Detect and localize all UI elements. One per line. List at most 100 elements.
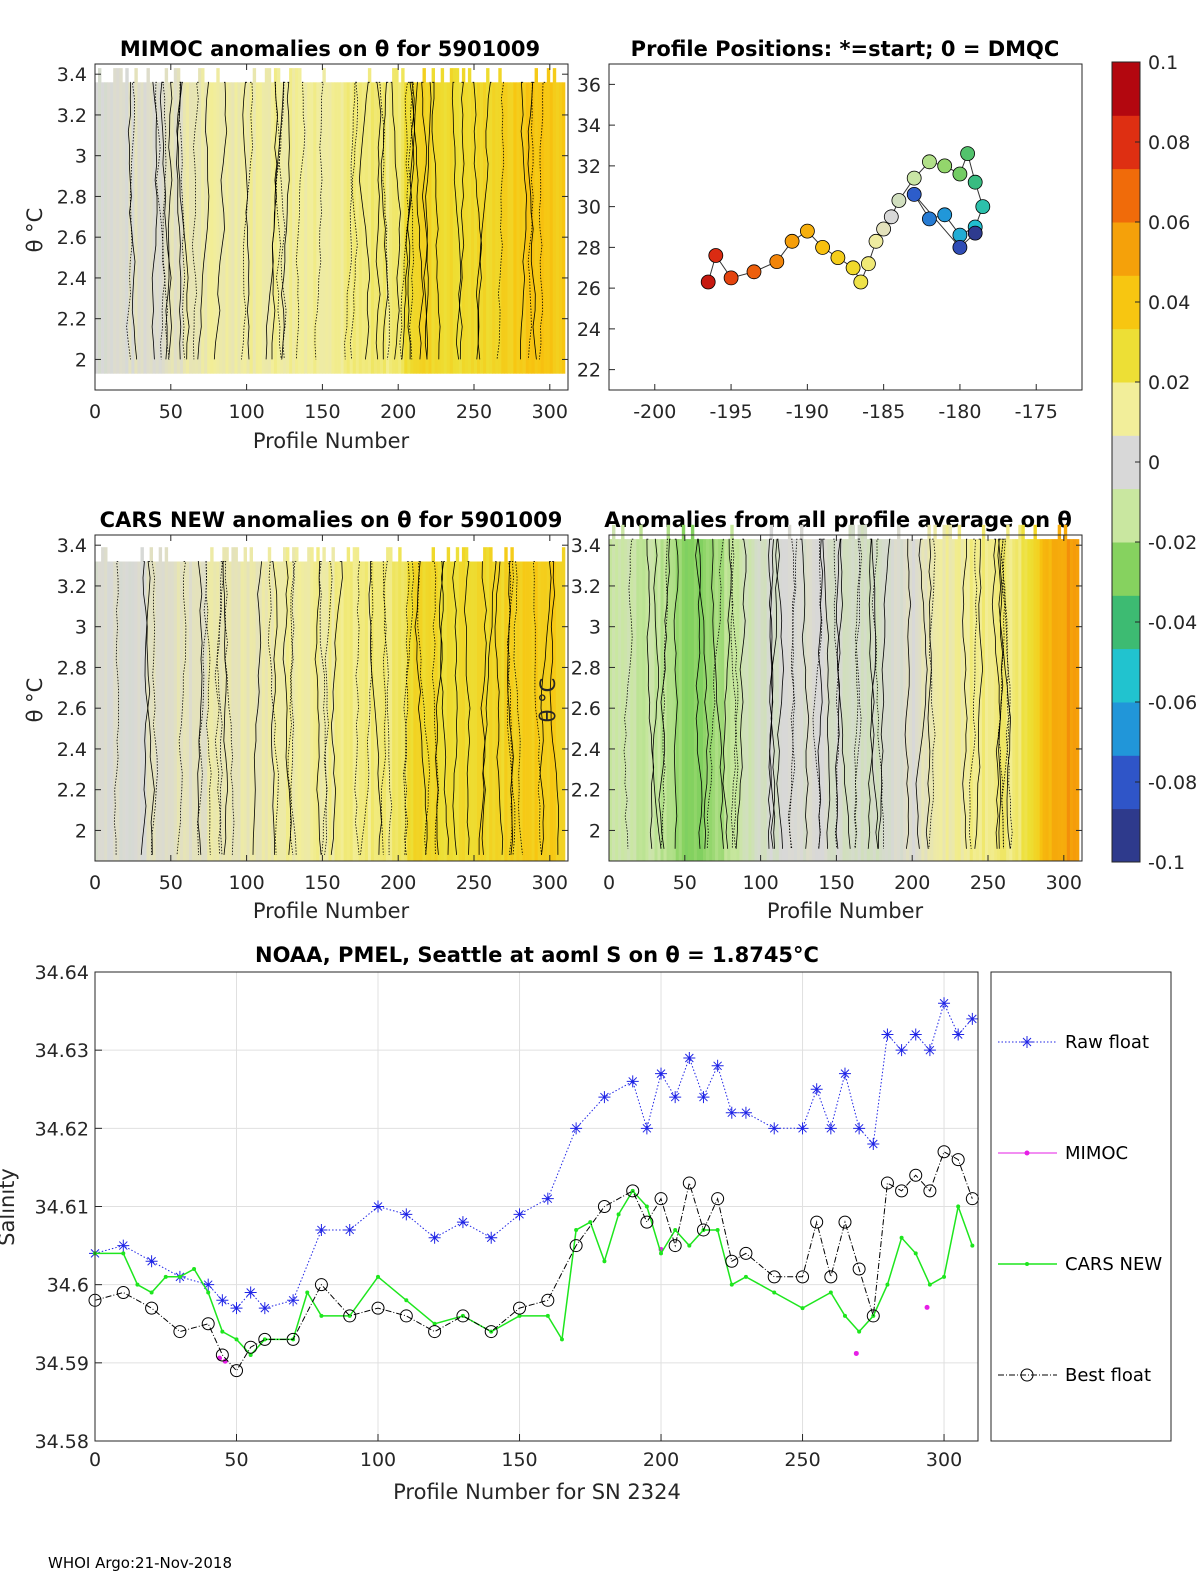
heatmap-cell <box>863 524 868 861</box>
heatmap-cell <box>283 547 287 861</box>
heatmap-cell <box>546 68 551 374</box>
cars-new-point <box>673 1227 678 1232</box>
contour-line <box>140 561 151 855</box>
colorbar-segment <box>1112 488 1140 543</box>
heatmap-cell <box>942 524 946 861</box>
heatmap-cell <box>612 524 616 861</box>
heatmap-cell <box>615 539 619 861</box>
heatmap-cell <box>486 68 490 374</box>
heatmap-cell <box>361 561 366 861</box>
contour-line <box>358 81 371 360</box>
heatmap-cell <box>513 561 517 861</box>
y-tick-label: 3.4 <box>57 535 87 557</box>
heatmap-cell <box>654 539 658 861</box>
contour-line <box>455 81 465 360</box>
heatmap-cell <box>754 539 758 861</box>
heatmap-cell <box>809 539 813 861</box>
heatmap-cell <box>413 82 417 374</box>
heatmap-cell <box>498 561 502 861</box>
heatmap-cell <box>313 561 317 861</box>
heatmap-cell <box>1015 539 1019 861</box>
contour-line <box>869 538 879 849</box>
x-tick-label: 50 <box>159 872 183 894</box>
heatmap-cell <box>742 539 746 861</box>
y-tick-label: 24 <box>577 319 601 341</box>
heatmap-cell <box>255 82 260 374</box>
heatmap-cell <box>718 539 722 861</box>
contour-line <box>144 561 155 855</box>
colorbar-tick-label: -0.06 <box>1148 692 1197 714</box>
heatmap-cell <box>766 539 771 861</box>
contour-line <box>295 81 306 360</box>
heatmap-cell <box>416 82 420 374</box>
heatmap-cell <box>295 547 299 861</box>
heatmap-cell <box>558 82 563 374</box>
legend-marker <box>1024 1150 1030 1156</box>
heatmap-cell <box>474 561 478 861</box>
contour-line <box>532 561 542 855</box>
y-tick-label: 2 <box>75 349 87 371</box>
colorbar-segment <box>1112 168 1140 223</box>
heatmap-cell <box>207 82 211 374</box>
heatmap-cell <box>210 547 214 861</box>
contour-line <box>330 561 343 855</box>
legend-label: Raw float <box>1065 1032 1149 1053</box>
heatmap-cell <box>933 524 937 861</box>
cars-new-point <box>715 1227 720 1232</box>
cars-new-point <box>319 1313 324 1318</box>
heatmap-cell <box>155 561 159 861</box>
x-tick-label: 150 <box>304 401 340 423</box>
heatmap-cell <box>464 547 469 861</box>
heatmap-cell <box>461 547 466 861</box>
heatmap-cell <box>1012 539 1016 861</box>
heatmap-cell <box>431 68 435 374</box>
heatmap-cell <box>651 539 655 861</box>
heatmap-cell <box>349 561 354 861</box>
y-tick-label: 2.2 <box>57 780 87 802</box>
heatmap-cell <box>836 539 840 861</box>
x-tick-label: 300 <box>926 1449 962 1471</box>
contour-line <box>539 561 552 855</box>
heatmap-cell <box>137 82 141 374</box>
heatmap-cell <box>334 561 338 861</box>
contour-line <box>1000 538 1013 849</box>
x-tick-label: 150 <box>818 872 854 894</box>
heatmap-cell <box>158 547 163 861</box>
heatmap-cell <box>772 539 777 861</box>
heatmap-cell <box>1051 539 1056 861</box>
y-tick-label: 34 <box>577 115 601 137</box>
raw-float-point <box>725 1106 738 1119</box>
heatmap-cell <box>513 82 517 374</box>
raw-float-point <box>655 1067 668 1080</box>
heatmap-cell <box>140 547 144 861</box>
heatmap-cell <box>258 561 263 861</box>
legend-label: MIMOC <box>1065 1143 1128 1164</box>
contour-line <box>822 538 831 849</box>
contour-line <box>506 561 516 855</box>
heatmap-cell <box>413 561 417 861</box>
heatmap-cell <box>516 82 520 374</box>
contour-line <box>854 538 862 849</box>
contour-line <box>507 561 514 855</box>
contour-line <box>113 561 120 855</box>
heatmap-cell <box>222 547 226 861</box>
raw-float-point <box>711 1059 724 1072</box>
contour-line <box>431 561 440 855</box>
heatmap-cell <box>252 561 257 861</box>
raw-float-point <box>824 1122 837 1135</box>
heatmap-cell <box>784 539 789 861</box>
profile-position <box>868 233 884 249</box>
contour-line <box>213 81 228 360</box>
cars-new-point <box>135 1282 140 1287</box>
heatmap-cell <box>721 539 725 861</box>
cars-new-point <box>857 1329 862 1334</box>
heatmap-cell <box>331 82 335 374</box>
contour-line <box>287 561 295 855</box>
heatmap-cell <box>534 68 538 374</box>
raw-float-point <box>966 1012 979 1025</box>
heatmap-cell <box>824 539 828 861</box>
heatmap-cell <box>903 539 907 861</box>
contour-line <box>197 81 210 360</box>
best-float-point <box>343 1309 357 1323</box>
heatmap-cell <box>243 82 247 374</box>
